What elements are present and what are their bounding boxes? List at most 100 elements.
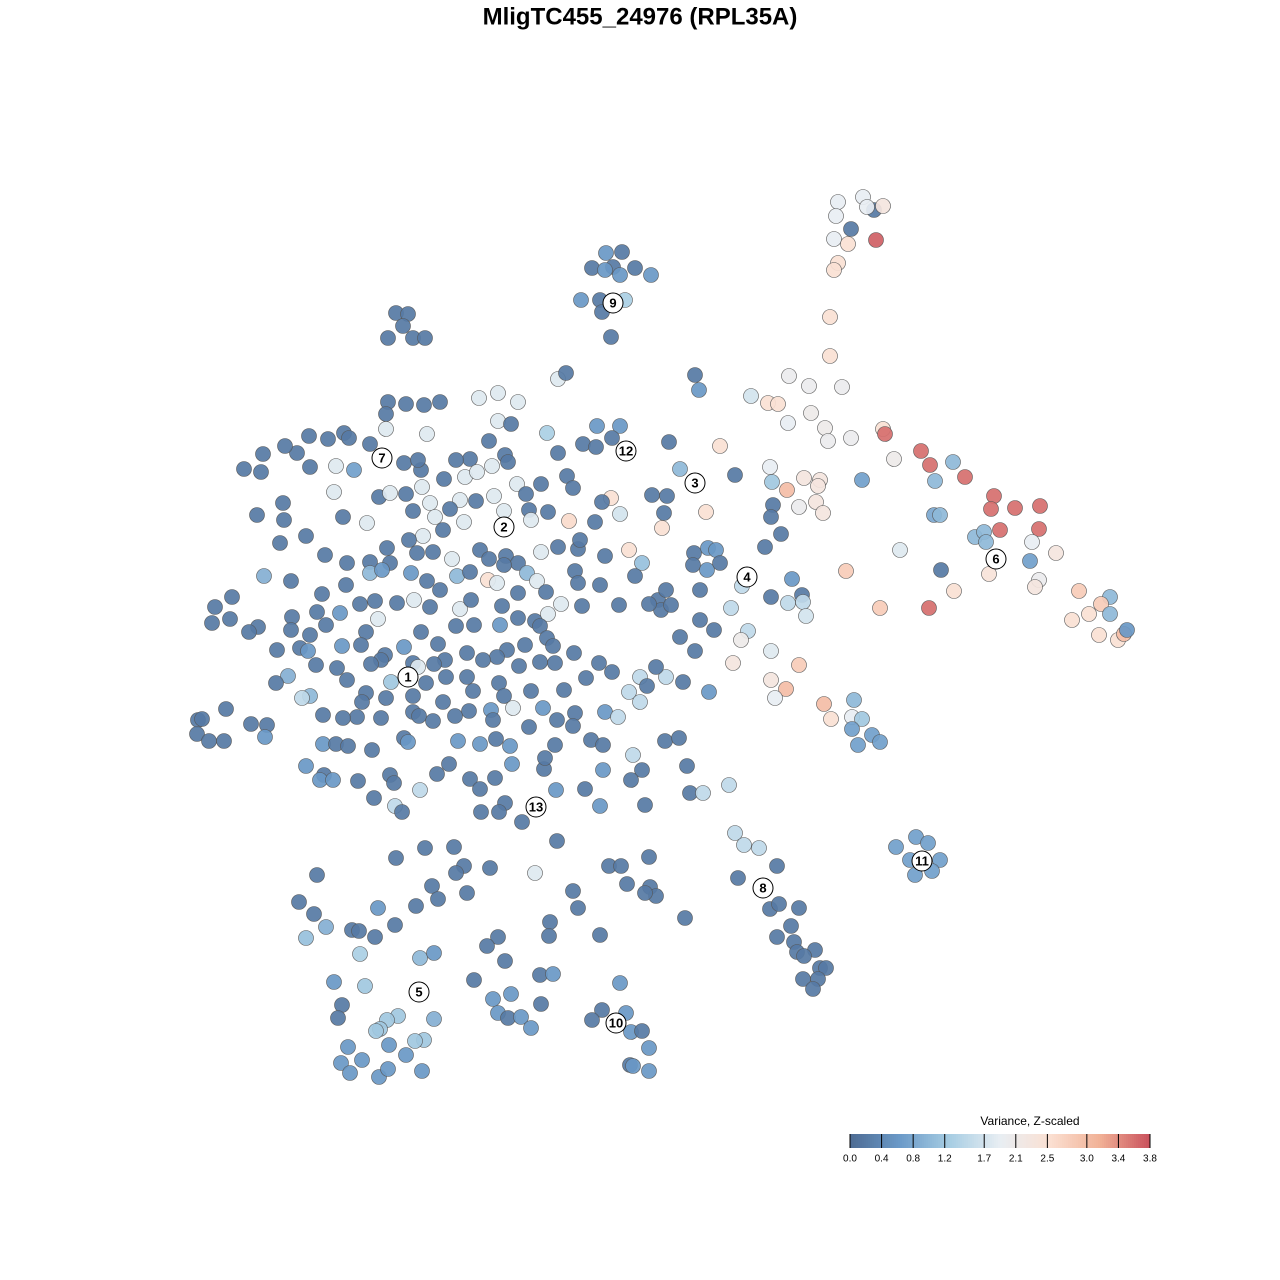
- point: [472, 781, 488, 797]
- point: [448, 452, 464, 468]
- point: [504, 756, 520, 772]
- colorbar-swatch: [1008, 1134, 1011, 1148]
- point: [932, 507, 948, 523]
- point: [769, 858, 785, 874]
- cluster-marker: [602, 292, 624, 314]
- point: [751, 840, 767, 856]
- point: [539, 425, 555, 441]
- colorbar-swatch: [892, 1134, 895, 1148]
- colorbar-swatch: [926, 1134, 929, 1148]
- point: [769, 929, 785, 945]
- point: [430, 636, 446, 652]
- colorbar-swatch: [1026, 1134, 1029, 1148]
- colorbar-swatch: [940, 1134, 943, 1148]
- point: [315, 707, 331, 723]
- colorbar-swatch: [900, 1134, 903, 1148]
- point: [780, 595, 796, 611]
- point: [300, 643, 316, 659]
- point: [298, 528, 314, 544]
- point: [335, 710, 351, 726]
- point: [364, 742, 380, 758]
- point: [346, 462, 362, 478]
- cluster-label: 11: [915, 853, 929, 868]
- point: [441, 756, 457, 772]
- point: [550, 445, 566, 461]
- colorbar-swatch: [1050, 1134, 1053, 1148]
- colorbar-swatch: [870, 1134, 873, 1148]
- point: [721, 777, 737, 793]
- point: [859, 199, 875, 215]
- colorbar-swatch: [1126, 1134, 1129, 1148]
- point: [986, 488, 1002, 504]
- point: [614, 244, 630, 260]
- colorbar-swatch: [896, 1134, 899, 1148]
- point: [257, 729, 273, 745]
- colorbar-swatch: [872, 1134, 875, 1148]
- point: [380, 1061, 396, 1077]
- colorbar-swatch: [878, 1134, 881, 1148]
- colorbar-tick-label: 3.4: [1111, 1154, 1125, 1165]
- colorbar-swatch: [1044, 1134, 1047, 1148]
- point: [513, 1009, 529, 1025]
- point: [398, 1047, 414, 1063]
- point: [500, 1010, 516, 1026]
- point: [490, 385, 506, 401]
- point: [594, 1002, 610, 1018]
- point: [695, 785, 711, 801]
- point: [429, 766, 445, 782]
- colorbar-swatch: [956, 1134, 959, 1148]
- point: [634, 555, 650, 571]
- point: [189, 726, 205, 742]
- colorbar-swatch: [984, 1134, 987, 1148]
- point: [1081, 606, 1097, 622]
- colorbar-swatch: [1054, 1134, 1057, 1148]
- colorbar-tick-label: 1.2: [938, 1154, 952, 1165]
- point: [489, 649, 505, 665]
- point: [224, 589, 240, 605]
- colorbar-swatch: [922, 1134, 925, 1148]
- point: [289, 445, 305, 461]
- point: [603, 329, 619, 345]
- point: [472, 736, 488, 752]
- colorbar-swatch: [850, 1134, 853, 1148]
- colorbar-swatch: [1090, 1134, 1093, 1148]
- colorbar-swatch: [994, 1134, 997, 1148]
- point: [687, 643, 703, 659]
- point: [291, 894, 307, 910]
- point: [627, 568, 643, 584]
- point: [888, 839, 904, 855]
- point: [333, 1055, 349, 1071]
- point: [268, 675, 284, 691]
- cluster-label: 1: [404, 669, 411, 684]
- points: [189, 189, 1135, 1085]
- colorbar-swatch: [1052, 1134, 1055, 1148]
- point: [432, 582, 448, 598]
- colorbar-swatch: [866, 1134, 869, 1148]
- colorbar-swatch: [958, 1134, 961, 1148]
- point: [632, 694, 648, 710]
- colorbar-swatch: [1112, 1134, 1115, 1148]
- colorbar-swatch: [1094, 1134, 1097, 1148]
- point: [826, 262, 842, 278]
- point: [727, 467, 743, 483]
- point: [654, 520, 670, 536]
- point: [542, 914, 558, 930]
- point: [808, 494, 824, 510]
- point: [466, 972, 482, 988]
- point: [461, 703, 477, 719]
- point: [502, 738, 518, 754]
- colorbar-tick-label: 2.5: [1040, 1154, 1054, 1165]
- point: [494, 598, 510, 614]
- point: [549, 833, 565, 849]
- cluster-marker: [371, 447, 393, 469]
- colorbar-swatch: [1040, 1134, 1043, 1148]
- point: [334, 997, 350, 1013]
- cluster-label: 2: [500, 519, 507, 534]
- point: [767, 690, 783, 706]
- colorbar-swatch: [998, 1134, 1001, 1148]
- point: [379, 540, 395, 556]
- point: [587, 514, 603, 530]
- point: [503, 416, 519, 432]
- point: [838, 563, 854, 579]
- point: [317, 547, 333, 563]
